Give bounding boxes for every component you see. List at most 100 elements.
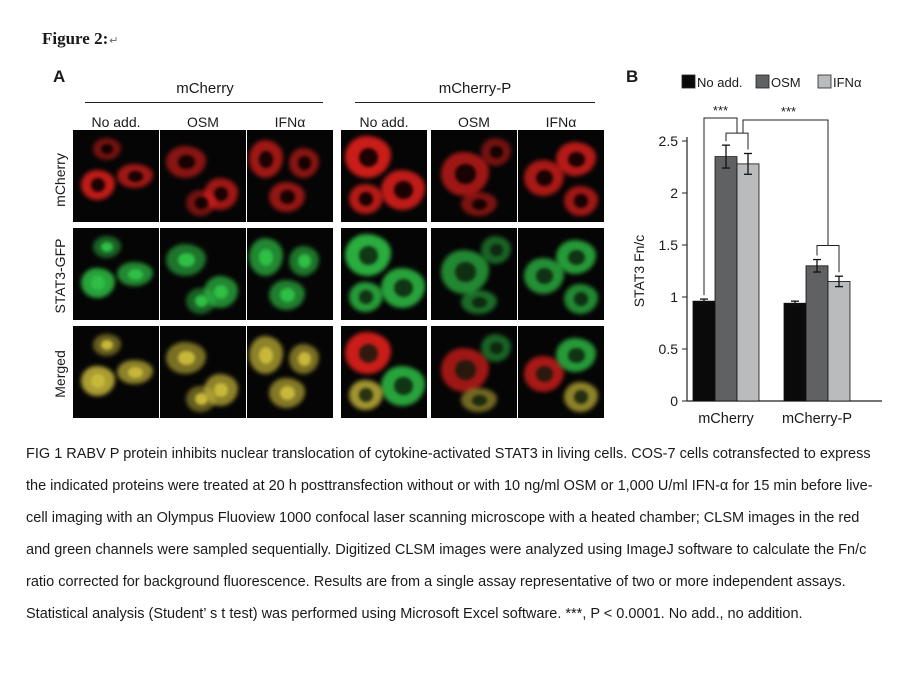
- micrograph-merged-osm-1: [160, 326, 246, 418]
- nucleus-shape: [359, 388, 374, 402]
- nucleus-shape: [471, 394, 487, 406]
- nucleus-shape: [455, 262, 476, 283]
- nucleus-shape: [490, 145, 503, 159]
- nucleus-shape: [536, 366, 553, 383]
- nucleus-shape: [394, 181, 413, 200]
- nucleus-shape: [568, 249, 585, 265]
- bracket-significance-2: [742, 119, 829, 246]
- significance-label-1: ***: [713, 103, 728, 118]
- nucleus-shape: [455, 360, 476, 381]
- return-mark-icon: ↵: [109, 35, 119, 47]
- group-divider-mcherry: [85, 102, 323, 103]
- nucleus-shape: [279, 386, 295, 400]
- group-label-mcherry-p: mCherry-P: [438, 80, 512, 97]
- column-label-no-add-2: No add.: [359, 114, 409, 130]
- nucleus-shape: [127, 366, 143, 378]
- nucleus-shape: [568, 151, 585, 167]
- nucleus-shape: [394, 279, 413, 298]
- nucleus-shape: [101, 144, 114, 155]
- nucleus-shape: [490, 341, 503, 355]
- nucleus-shape: [214, 382, 229, 398]
- column-label-osm-2: OSM: [458, 114, 490, 130]
- nucleus-shape: [214, 186, 229, 202]
- significance-label-2: ***: [781, 104, 796, 119]
- y-tick-label: 1: [670, 289, 678, 305]
- nucleus-shape: [127, 268, 143, 280]
- micrograph-stat3-gfp-osm-2: [431, 228, 517, 320]
- y-tick-label: 2.5: [659, 133, 679, 149]
- nucleus-shape: [359, 290, 374, 304]
- figure-heading-text: Figure 2:: [42, 29, 109, 48]
- figure-caption: FIG 1 RABV P protein inhibits nuclear tr…: [26, 446, 873, 622]
- bracket-osm-ifna-mcherry: [725, 132, 749, 150]
- nucleus-shape: [259, 346, 274, 364]
- nucleus-shape: [178, 154, 195, 170]
- nucleus-shape: [536, 268, 553, 285]
- micrograph-merged-no-add-1: [73, 326, 159, 418]
- row-label-mcherry: mCherry: [52, 153, 68, 207]
- y-tick-label: 2: [670, 185, 678, 201]
- micrograph-mcherry-no-add-2: [341, 130, 427, 222]
- micrograph-mcherry-ifna-1: [247, 130, 333, 222]
- micrograph-stat3-gfp-no-add-2: [341, 228, 427, 320]
- row-label-merged: Merged: [52, 350, 68, 398]
- micrograph-mcherry-ifna-2: [518, 130, 604, 222]
- nucleus-shape: [91, 276, 106, 290]
- legend-swatch-2: [817, 74, 832, 89]
- column-label-osm-1: OSM: [187, 114, 219, 130]
- micrograph-merged-ifna-2: [518, 326, 604, 418]
- nucleus-shape: [490, 243, 503, 257]
- figure-heading: Figure 2:↵: [42, 29, 118, 49]
- nucleus-shape: [91, 374, 106, 388]
- column-label-no-add-1: No add.: [91, 114, 141, 130]
- nucleus-shape: [358, 343, 379, 363]
- nucleus-shape: [298, 156, 311, 170]
- bar-mcherry-p-0: [783, 302, 807, 402]
- nucleus-shape: [178, 350, 195, 366]
- legend-label-0: No add.: [697, 75, 743, 90]
- panel-b-label: B: [626, 67, 639, 86]
- nucleus-shape: [101, 242, 114, 253]
- y-tick-label: 0: [670, 393, 678, 409]
- row-label-stat3-gfp: STAT3-GFP: [52, 238, 68, 314]
- micrograph-stat3-gfp-osm-1: [160, 228, 246, 320]
- legend-swatch-1: [755, 74, 770, 89]
- x-tick-label-1: mCherry-P: [782, 411, 852, 427]
- y-tick-label: 0.5: [659, 341, 679, 357]
- nucleus-shape: [394, 377, 413, 396]
- nucleus-shape: [101, 340, 114, 351]
- micrograph-stat3-gfp-ifna-1: [247, 228, 333, 320]
- y-tick-label: 1.5: [659, 237, 679, 253]
- nucleus-shape: [358, 245, 379, 265]
- micrograph-merged-osm-2: [431, 326, 517, 418]
- nucleus-shape: [574, 390, 589, 404]
- nucleus-shape: [358, 147, 379, 167]
- nucleus-shape: [259, 248, 274, 266]
- nucleus-shape: [195, 393, 208, 405]
- nucleus-shape: [195, 197, 208, 209]
- nucleus-shape: [471, 296, 487, 308]
- nucleus-shape: [259, 150, 274, 168]
- micrograph-mcherry-no-add-1: [73, 130, 159, 222]
- micrograph-stat3-gfp-ifna-2: [518, 228, 604, 320]
- nucleus-shape: [298, 352, 311, 366]
- y-axis-label: STAT3 Fn/c: [631, 235, 647, 308]
- bar-mcherry-1: [714, 156, 738, 402]
- column-label-ifna-2: IFNα: [545, 114, 577, 130]
- micrograph-merged-ifna-1: [247, 326, 333, 418]
- micrograph-stat3-gfp-no-add-1: [73, 228, 159, 320]
- legend-label-1: OSM: [771, 75, 801, 90]
- nucleus-shape: [359, 192, 374, 206]
- nucleus-shape: [574, 292, 589, 306]
- micrograph-mcherry-osm-2: [431, 130, 517, 222]
- nucleus-shape: [279, 190, 295, 204]
- nucleus-shape: [568, 347, 585, 363]
- legend-label-2: IFNα: [833, 75, 862, 90]
- bar-mcherry-0: [692, 300, 716, 402]
- nucleus-shape: [279, 288, 295, 302]
- bar-mcherry-p-1: [805, 265, 829, 402]
- bar-mcherry-p-2: [827, 280, 851, 402]
- column-label-ifna-1: IFNα: [274, 114, 306, 130]
- micrograph-mcherry-osm-1: [160, 130, 246, 222]
- nucleus-shape: [178, 252, 195, 268]
